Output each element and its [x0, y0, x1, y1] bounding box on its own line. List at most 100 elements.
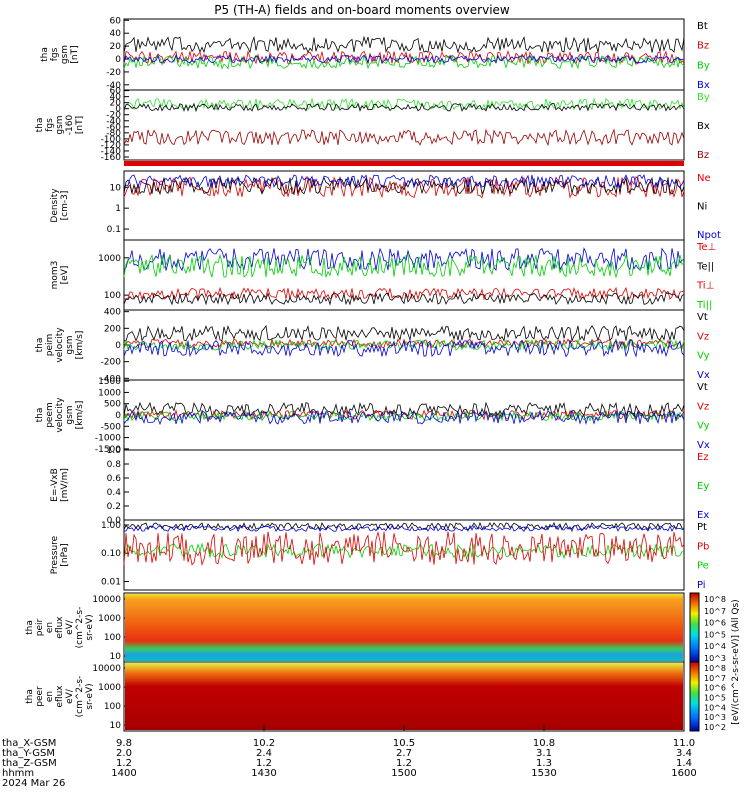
ylabel-line: velocity [55, 397, 65, 433]
xtick-value: 2.7 [396, 748, 412, 759]
colorbar-tick-label: 10^6 [704, 684, 726, 693]
ylabel-line: sr-eV) [85, 614, 95, 640]
ylabel-line: eV/ [65, 619, 75, 635]
xtick-hhmm: 1430 [251, 768, 276, 779]
series-Ni [123, 176, 685, 196]
ytick-label: 0.4 [107, 488, 122, 498]
xtick-value: 2.4 [256, 748, 272, 759]
legend-Ey: Ey [697, 481, 709, 492]
ytick-label: 0 [115, 341, 121, 351]
series-Vt [123, 324, 685, 343]
ytick-label: 60 [110, 87, 122, 97]
ytick-label: -100 [101, 135, 122, 145]
xaxis-row-label: tha_Y-GSM [2, 748, 55, 759]
series-Te|| [123, 292, 685, 306]
ylabel-line: gsm [60, 45, 70, 64]
colorbar-bottom [689, 661, 700, 732]
legend-Vy: Vy [697, 421, 710, 432]
ytick-label: 1.00 [101, 521, 121, 531]
legend-Pe: Pe [697, 561, 709, 572]
ytick-label: 0.8 [107, 460, 122, 470]
panel-6: E=-VxB [mV/m] 1.0 0.8 0.6 0.4 0.2 0.0 Ez Ey Ex [50, 446, 709, 526]
series-Npot [123, 173, 685, 189]
xtick-value: 9.8 [116, 738, 132, 749]
panel-7: Pressure [nPa] 1.00 0.10 0.01 Pt Pb Pe Pi [50, 519, 709, 591]
panel-4: tha peim velocity gsm [km/s] 400 200 0 -200 -400 V… [35, 308, 710, 385]
panel-frame [123, 519, 685, 591]
ytick-label: 40 [110, 29, 122, 39]
ylabel-line: sr-eV) [85, 683, 95, 709]
heatmap-area [125, 594, 683, 661]
panel-8: tha peir en eflux eV/(cm^2-s-sr-eV) 10000 1000… [25, 592, 685, 663]
ytick-label: 0.2 [107, 502, 121, 512]
ylabel-line: gsm [55, 115, 65, 134]
panel-frame [123, 18, 685, 91]
legend-Vt: Vt [697, 312, 708, 323]
ytick-label: 100 [104, 702, 121, 712]
legend-Bt: Bt [697, 21, 708, 32]
ytick-label: -120 [101, 141, 122, 151]
ytick-label: 0.01 [101, 577, 121, 587]
legend-Pi: Pi [697, 580, 706, 591]
series-Bz [123, 128, 685, 147]
ylabel-line: eV/ [65, 688, 75, 704]
ytick-label: 1500 [98, 377, 121, 387]
series-Ne [123, 176, 685, 199]
colorbar-tick-label: 10^5 [704, 694, 726, 703]
legend-Vy: Vy [697, 351, 710, 362]
ytick-label: -1500 [95, 445, 121, 455]
ytick-label: 10 [110, 183, 122, 193]
xtick-value: 10.2 [253, 738, 275, 749]
panel-1: tha fgs gsm -160 [nT]6040200-20-40-60-80-100… [35, 87, 710, 163]
legend-Bx: Bx [697, 121, 710, 132]
legend-Bx: Bx [697, 80, 710, 91]
ytick-label: 0.6 [107, 474, 122, 484]
legend-Bz: Bz [697, 150, 709, 161]
legend-Ti⊥: Ti⊥ [696, 281, 714, 292]
ylabel-line: [eV] [60, 266, 70, 285]
legend-Ex: Ex [697, 510, 709, 521]
ytick-label: -20 [106, 68, 121, 78]
xaxis-row-label: tha_X-GSM [2, 738, 56, 749]
ytick-label: 0 [115, 411, 121, 421]
ylabel-line: [km/s] [75, 331, 85, 360]
ylabel-line: [cm-3] [60, 191, 70, 221]
ylabel-line: eflux [55, 616, 65, 639]
xtick-value: 1.2 [116, 758, 132, 769]
panel-9: tha peer en eflux eV/(cm^2-s-sr-eV) 10000 1000… [25, 661, 685, 732]
series-Ti⊥ [123, 247, 685, 272]
ytick-label: -400 [101, 374, 122, 384]
xtick-value: 1.3 [536, 758, 552, 769]
ytick-label: 400 [104, 308, 121, 318]
ylabel-line: (cm^2-s- [75, 676, 85, 718]
xtick-value: 1.2 [396, 758, 412, 769]
ylabel-line: [nPa] [60, 543, 70, 566]
ylabel-line: en [45, 622, 55, 633]
heatmap-area [125, 663, 683, 730]
ytick-label: 0.1 [107, 225, 121, 235]
ylabel-line: tha [35, 118, 45, 133]
ylabel-line: tha [35, 338, 45, 353]
series-Bx [123, 102, 685, 113]
ytick-label: 0 [115, 55, 121, 65]
xtick-value: 10.5 [393, 738, 415, 749]
ytick-label: 100 [104, 633, 121, 643]
ytick-label: 0 [115, 105, 121, 115]
ylabel-line: Density [50, 188, 60, 223]
separator-bar [124, 161, 684, 166]
ylabel-line: en [45, 691, 55, 702]
panel-frame [123, 170, 685, 241]
legend-Ni: Ni [697, 202, 707, 213]
series-Pe [123, 542, 685, 560]
ylabel-line: peir [35, 618, 45, 636]
ylabel-line: tha [25, 689, 35, 704]
series-Vx [123, 409, 685, 426]
ytick-label: 10 [110, 721, 122, 731]
ylabel-line: tha [25, 620, 35, 635]
colorbar-tick-label: 10^2 [704, 723, 726, 732]
ytick-label: 1000 [98, 683, 121, 693]
